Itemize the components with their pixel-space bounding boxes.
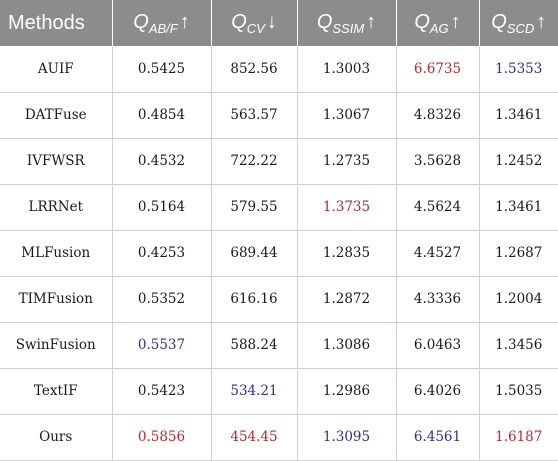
header-q-abf: QAB/F ↑ bbox=[112, 0, 212, 46]
table-row: Ours 0.5856 454.45 1.3095 6.4561 1.6187 bbox=[0, 413, 558, 460]
value-cell-q-ag: 4.5624 bbox=[396, 183, 480, 230]
value-cell-q-cv: 588.24 bbox=[211, 321, 298, 368]
value-cell-q-scd: 1.3461 bbox=[479, 183, 558, 230]
value-cell-q-ag: 4.8326 bbox=[396, 91, 480, 138]
value-cell-q-ssim: 1.3086 bbox=[297, 321, 397, 368]
value-cell-q-ssim: 1.3003 bbox=[297, 46, 397, 92]
method-name-cell: MLFusion bbox=[0, 229, 113, 276]
table-row: TIMFusion 0.5352 616.16 1.2872 4.3336 1.2004 bbox=[0, 275, 558, 322]
value-cell-q-cv: 689.44 bbox=[211, 229, 298, 276]
table-row: SwinFusion 0.5537 588.24 1.3086 6.0463 1.3456 bbox=[0, 321, 558, 368]
header-methods: Methods bbox=[0, 0, 113, 46]
header-q-cv: QCV ↓ bbox=[211, 0, 298, 46]
value-cell-q-scd: 1.2004 bbox=[479, 275, 558, 322]
header-row: Methods QAB/F ↑ QCV ↓ QSSIM ↑ QAG ↑ QSCD ↑ bbox=[0, 0, 558, 46]
up-arrow-icon: ↑ bbox=[536, 10, 547, 33]
value-cell-q-ag: 4.3336 bbox=[396, 275, 480, 322]
header-q-ssim: QSSIM ↑ bbox=[297, 0, 397, 46]
method-name-cell: LRRNet bbox=[0, 183, 113, 230]
header-q-ag-sub: AG bbox=[429, 20, 449, 36]
value-cell-q-ag: 6.6735 bbox=[396, 46, 480, 92]
value-cell-q-ssim: 1.2735 bbox=[297, 137, 397, 184]
value-cell-q-ssim: 1.3735 bbox=[297, 183, 397, 230]
value-cell-q-abf: 0.5423 bbox=[112, 367, 212, 414]
value-cell-q-abf: 0.5164 bbox=[112, 183, 212, 230]
value-cell-q-ag: 4.4527 bbox=[396, 229, 480, 276]
value-cell-q-scd: 1.5353 bbox=[495, 60, 543, 77]
table-row: IVFWSR 0.4532 722.22 1.2735 3.5628 1.2452 bbox=[0, 137, 558, 184]
method-name-cell: DATFuse bbox=[0, 91, 113, 138]
header-q-abf-sub: AB/F bbox=[148, 20, 178, 36]
value-cell-q-ssim: 1.2986 bbox=[297, 367, 397, 414]
header-q-cv-main: Q bbox=[231, 10, 247, 33]
method-name-cell: IVFWSR bbox=[0, 137, 113, 184]
header-q-ag: QAG ↑ bbox=[396, 0, 480, 46]
value-cell-q-ag: 6.4026 bbox=[396, 367, 480, 414]
header-q-ssim-sub: SSIM bbox=[332, 20, 365, 36]
up-arrow-icon: ↑ bbox=[450, 10, 461, 33]
table-row: AUIF 0.5425 852.56 1.3003 6.6735 1.5353 bbox=[0, 46, 558, 92]
header-q-scd: QSCD ↑ bbox=[479, 0, 558, 46]
value-cell-q-ssim: 1.3095 bbox=[297, 413, 397, 460]
table-row: TextIF 0.5423 534.21 1.2986 6.4026 1.5035 bbox=[0, 367, 558, 414]
value-cell-q-cv: 563.57 bbox=[211, 91, 298, 138]
value-cell-q-abf: 0.5537 bbox=[112, 321, 212, 368]
value-cell-q-cv: 722.22 bbox=[211, 137, 298, 184]
table-row: MLFusion 0.4253 689.44 1.2835 4.4527 1.2687 bbox=[0, 229, 558, 276]
header-q-ssim-main: Q bbox=[316, 10, 333, 33]
table-body: AUIF 0.5425 852.56 1.3003 6.6735 1.5353 DATFus… bbox=[0, 46, 558, 460]
value-cell-q-ag: 6.0463 bbox=[396, 321, 480, 368]
method-name-cell: SwinFusion bbox=[0, 321, 113, 368]
up-arrow-icon: ↑ bbox=[366, 10, 377, 33]
value-cell-q-cv: 534.21 bbox=[211, 367, 298, 414]
header-q-cv-sub: CV bbox=[246, 20, 265, 36]
value-cell-q-abf: 0.5856 bbox=[112, 413, 212, 460]
value-cell-q-abf: 0.5352 bbox=[112, 275, 212, 322]
up-arrow-icon: ↑ bbox=[179, 10, 190, 33]
value-cell-q-scd: 1.6187 bbox=[479, 413, 558, 460]
value-cell-q-ag: 3.5628 bbox=[396, 137, 480, 184]
value-cell-q-abf: 0.4532 bbox=[112, 137, 212, 184]
value-cell-q-scd: 1.2687 bbox=[479, 229, 558, 276]
value-cell-q-abf: 0.5425 bbox=[112, 46, 212, 92]
value-cell-q-scd: 1.3456 bbox=[479, 321, 558, 368]
method-name-cell: TextIF bbox=[0, 367, 113, 414]
value-cell-q-ssim: 1.3067 bbox=[297, 91, 397, 138]
value-cell-q-scd: 1.3461 bbox=[479, 91, 558, 138]
table-row: DATFuse 0.4854 563.57 1.3067 4.8326 1.3461 bbox=[0, 91, 558, 138]
value-cell-q-cv: 454.45 bbox=[211, 413, 298, 460]
down-arrow-icon: ↓ bbox=[266, 10, 277, 33]
value-cell-q-abf: 0.4253 bbox=[112, 229, 212, 276]
value-cell-q-cv: 852.56 bbox=[211, 46, 298, 92]
value-cell-q-ag: 6.4561 bbox=[396, 413, 480, 460]
header-q-scd-sub: SCD bbox=[506, 20, 535, 36]
header-q-scd-main: Q bbox=[491, 10, 507, 33]
header-q-ag-main: Q bbox=[414, 10, 430, 33]
table-header: Methods QAB/F ↑ QCV ↓ QSSIM ↑ QAG ↑ QSCD ↑ bbox=[0, 0, 558, 46]
table-row: LRRNet 0.5164 579.55 1.3735 4.5624 1.3461 bbox=[0, 183, 558, 230]
method-name-cell: AUIF bbox=[0, 46, 113, 92]
method-name-cell: TIMFusion bbox=[0, 275, 113, 322]
value-cell-q-scd: 1.5035 bbox=[479, 367, 558, 414]
method-name-cell: Ours bbox=[0, 413, 113, 460]
value-cell-q-ssim: 1.2835 bbox=[297, 229, 397, 276]
header-q-abf-main: Q bbox=[133, 10, 149, 33]
value-cell-q-cv: 616.16 bbox=[211, 275, 298, 322]
value-cell-q-scd: 1.2452 bbox=[479, 137, 558, 184]
value-cell-q-cv: 579.55 bbox=[211, 183, 298, 230]
value-cell-q-abf: 0.4854 bbox=[112, 91, 212, 138]
value-cell-q-ssim: 1.2872 bbox=[297, 275, 397, 322]
